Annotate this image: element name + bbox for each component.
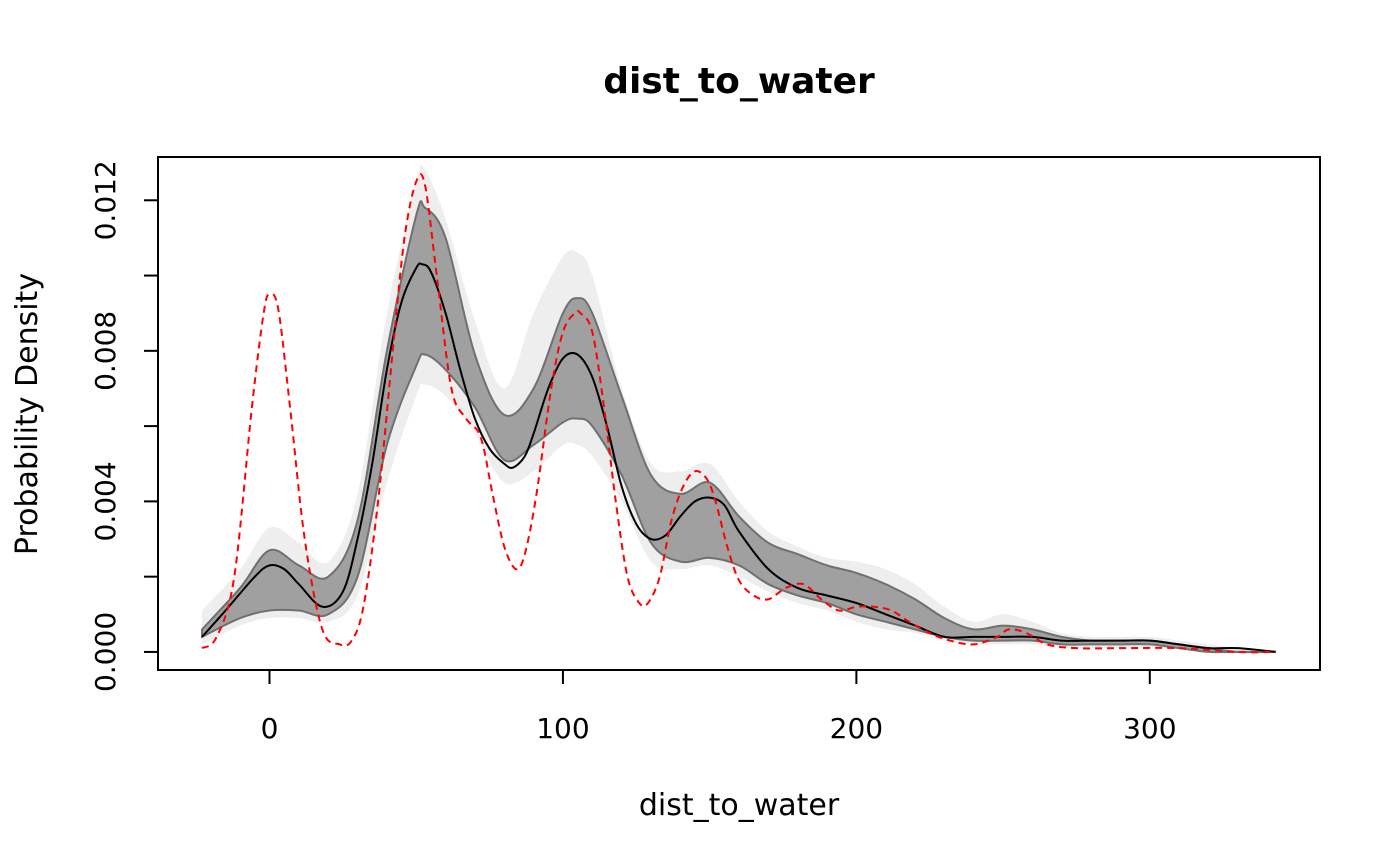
y-tick-label: 0.012 bbox=[89, 160, 122, 240]
x-axis-label: dist_to_water bbox=[639, 788, 840, 823]
density-line-dashed bbox=[201, 173, 1276, 654]
inner-band bbox=[201, 200, 1276, 654]
y-tick-label: 0.004 bbox=[89, 461, 122, 541]
density-lines bbox=[201, 173, 1277, 654]
x-tick-label: 200 bbox=[830, 712, 883, 745]
y-tick-label: 0.008 bbox=[89, 311, 122, 391]
confidence-bands bbox=[201, 164, 1276, 654]
density-line-solid bbox=[201, 262, 1277, 653]
plot-frame bbox=[157, 156, 1321, 671]
x-tick-label: 100 bbox=[536, 712, 589, 745]
x-tick-label: 0 bbox=[261, 712, 279, 745]
chart-title: dist_to_water bbox=[603, 61, 875, 102]
y-axis: 0.000 0.004 0.008 0.012 bbox=[89, 160, 159, 692]
x-axis: 0 100 200 300 bbox=[261, 670, 1177, 745]
y-axis-label: Probability Density bbox=[10, 273, 45, 555]
y-tick-label: 0.000 bbox=[89, 612, 122, 692]
x-tick-label: 300 bbox=[1123, 712, 1176, 745]
